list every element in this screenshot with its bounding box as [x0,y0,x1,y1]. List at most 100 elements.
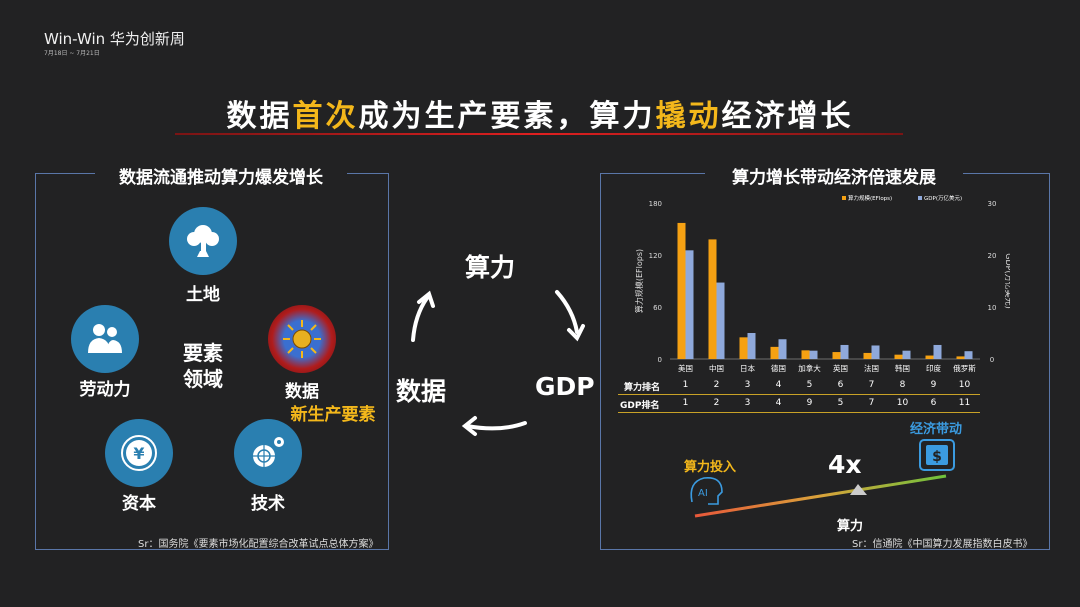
slide-title: 数据首次成为生产要素，算力撬动经济增长 [0,91,1080,135]
bar-gdp [871,345,880,359]
bar-gdp [778,339,787,359]
tech-circle [234,419,302,487]
y-tick-label: 120 [649,252,662,260]
y-tick-label: 60 [653,304,662,312]
x-tick-label: 美国 [678,363,693,373]
bar-gdp [933,344,942,359]
gdp-rank-value: 4 [775,398,782,408]
bar-compute [770,346,779,359]
gear-globe-icon [253,437,284,467]
item-label-land: 土地 [186,285,220,305]
bar-compute [894,354,903,359]
bar-compute [739,337,748,359]
bar-gdp [685,250,694,359]
right-panel-title: 算力增长带动经济倍速发展 [705,163,963,188]
brand-title: Win-Win 华为创新周 [44,30,185,48]
compute-rank-label: 算力排名 [624,383,661,393]
cycle-data: 数据 [396,377,447,406]
labor-circle [71,305,139,373]
investment-label: 算力投入 [684,460,737,475]
y2-tick-label: 30 [988,200,997,208]
x-tick-label: 加拿大 [798,363,821,373]
economy-label: 经济带动 [910,422,963,437]
compute-rank-value: 6 [837,380,844,390]
ai-head-icon: AI [690,476,723,505]
bar-compute [677,222,686,359]
gdp-rank-value: 5 [837,398,844,408]
x-tick-label: 韩国 [895,363,910,373]
legend-entry: GDP(万亿美元) [924,194,962,202]
x-tick-label: 中国 [709,363,724,373]
bar-gdp [964,351,973,359]
bar-compute [708,239,717,359]
x-tick-label: 俄罗斯 [953,363,976,373]
title-part: 成为生产要素，算力 [358,99,656,134]
bar-compute [832,352,841,359]
y2-tick-label: 10 [988,304,997,312]
x-tick-label: 日本 [740,363,755,373]
bar-compute [925,355,934,359]
y-axis-label: 算力规模(EFlops) [634,249,644,313]
gdp-rank-value: 10 [896,398,909,408]
x-tick-label: 印度 [926,363,941,373]
compute-rank-value: 1 [682,380,689,390]
legend-entry: 算力规模(EFlops) [848,194,892,202]
compute-rank-value: 4 [775,380,782,390]
center-label: 要素 领域 [168,340,238,392]
fulcrum-label: 算力 [837,519,864,534]
brand-date: 7月18日 ~ 7月21日 [44,50,100,57]
compute-rank-value: 9 [930,380,937,390]
bar-gdp [747,333,756,359]
cycle-compute: 算力 [465,253,516,282]
bar-compute [863,352,872,359]
right-source: Sr：信通院《中国算力发展指数白皮书》 [852,539,1033,550]
gdp-rank-value: 11 [958,398,971,408]
svg-text:AI: AI [698,488,708,499]
y2-axis-label: GDP(万亿美元) [1004,253,1010,308]
x-tick-label: 英国 [833,363,848,373]
left-source: Sr：国务院《要素市场化配置综合改革试点总体方案》 [138,539,379,550]
capital-circle: ¥ [105,419,173,487]
center-label-line1: 要素 [183,341,223,365]
compute-gdp-chart: 0 60 120 180 0 10 20 30 算力规模(EFlops) GDP(万亿美元) 美国 中… [634,194,1010,373]
bar-gdp [716,282,725,359]
bar-gdp [902,350,911,359]
x-tick-label: 德国 [771,363,786,373]
y-tick-label: 0 [658,356,662,364]
svg-text:$: $ [932,449,942,465]
compute-rank-value: 10 [958,380,971,390]
title-part: 数据 [226,99,293,134]
dollar-screen-icon: $ [919,439,955,471]
y2-tick-label: 0 [990,356,994,364]
land-circle [169,207,237,275]
y2-tick-label: 20 [988,252,997,260]
gdp-rank-value: 6 [930,398,937,408]
gdp-rank-label: GDP排名 [620,401,660,411]
left-panel-title: 数据流通推动算力爆发增长 [95,163,347,188]
x-tick-label: 法国 [864,363,879,373]
bar-compute [956,356,965,359]
cycle-arrows [411,290,585,436]
rank-divider [618,412,980,413]
title-part: 经济增长 [721,99,854,134]
bar-gdp [840,344,849,359]
svg-text:¥: ¥ [133,444,144,463]
gdp-rank-value: 9 [806,398,813,408]
multiplier: 4x [828,450,862,479]
y-tick-label: 180 [649,200,662,208]
gdp-rank-value: 2 [713,398,720,408]
item-label-capital: 资本 [122,494,156,514]
compute-rank-value: 2 [713,380,720,390]
item-label-tech: 技术 [251,494,285,514]
legend-swatch [918,196,922,200]
tree-icon [187,225,219,257]
compute-rank-value: 7 [868,380,875,390]
item-label-labor: 劳动力 [79,380,131,400]
compute-rank-value: 5 [806,380,813,390]
seesaw: AI $ [690,439,955,518]
bar-compute [801,350,810,359]
title-highlight: 首次 [292,99,359,134]
rank-divider [618,394,980,395]
compute-rank-value: 3 [744,380,751,390]
gdp-rank-value: 7 [868,398,875,408]
